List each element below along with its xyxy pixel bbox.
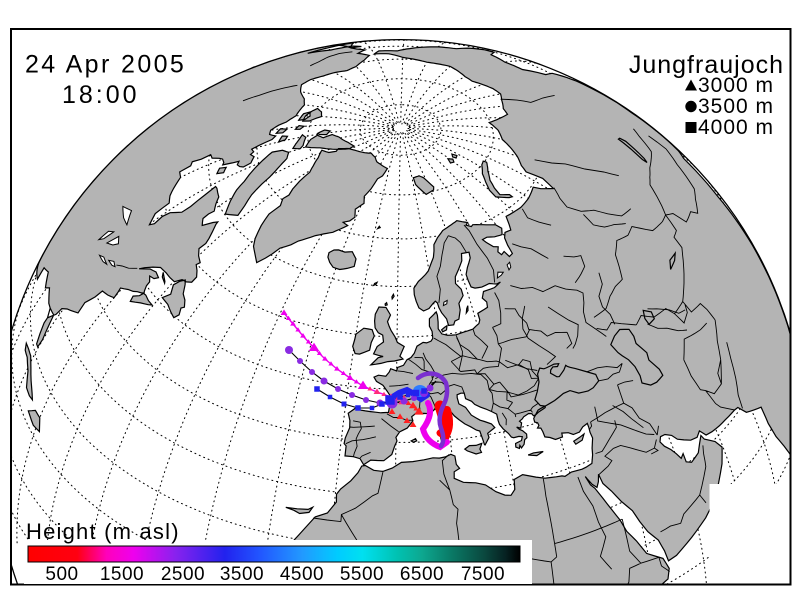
svg-text:3500 m: 3500 m (698, 95, 774, 118)
svg-text:Height (m asl): Height (m asl) (26, 519, 180, 544)
svg-text:3000 m: 3000 m (698, 74, 774, 97)
svg-text:5500: 5500 (340, 564, 384, 585)
svg-text:24 Apr 2005: 24 Apr 2005 (25, 51, 186, 79)
svg-text:6500: 6500 (400, 564, 444, 585)
svg-text:18:00: 18:00 (62, 81, 140, 109)
svg-text:1500: 1500 (100, 564, 144, 585)
svg-text:Jungfraujoch: Jungfraujoch (629, 51, 784, 79)
svg-text:4500: 4500 (280, 564, 324, 585)
svg-text:7500: 7500 (461, 564, 505, 585)
svg-text:4000 m: 4000 m (698, 116, 774, 139)
svg-text:3500: 3500 (220, 564, 264, 585)
svg-text:2500: 2500 (161, 564, 205, 585)
svg-text:500: 500 (45, 564, 78, 585)
